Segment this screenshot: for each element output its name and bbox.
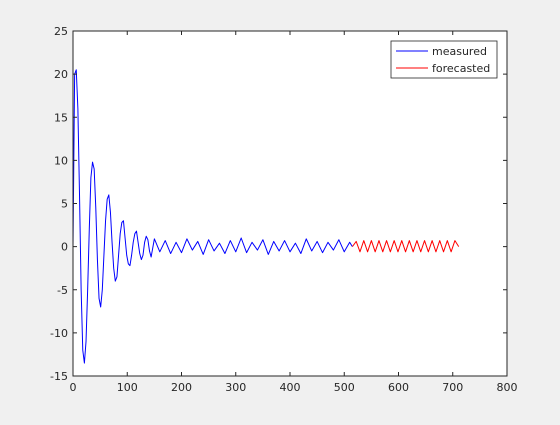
y-tick-label: -5 [57, 284, 68, 297]
x-axis: 0 100 200 300 400 500 600 700 800 [70, 31, 518, 394]
y-tick-label: 5 [61, 198, 68, 211]
series-layer [72, 69, 460, 364]
y-tick-label: -10 [50, 327, 68, 340]
y-tick-label: 0 [61, 241, 68, 254]
legend-label-forecasted: forecasted [432, 62, 490, 75]
y-tick-label: 15 [54, 111, 68, 124]
x-tick-label: 0 [70, 381, 77, 394]
x-tick-label: 200 [171, 381, 192, 394]
x-tick-label: 100 [117, 381, 138, 394]
x-tick-label: 400 [280, 381, 301, 394]
x-tick-label: 600 [388, 381, 409, 394]
x-tick-label: 500 [334, 381, 355, 394]
plot-area [73, 31, 507, 376]
x-tick-label: 300 [225, 381, 246, 394]
y-tick-label: 20 [54, 68, 68, 81]
legend-label-measured: measured [432, 45, 487, 58]
series-line-measured [72, 69, 353, 364]
x-tick-label: 700 [442, 381, 463, 394]
y-tick-label: 10 [54, 154, 68, 167]
y-axis: -15 -10 -5 0 5 10 15 20 25 [50, 25, 507, 383]
y-tick-label: -15 [50, 370, 68, 383]
x-tick-label: 800 [497, 381, 518, 394]
legend: measured forecasted [390, 40, 498, 79]
legend-box [390, 40, 498, 79]
y-tick-label: 25 [54, 25, 68, 38]
series-line-forecasted [351, 240, 460, 253]
